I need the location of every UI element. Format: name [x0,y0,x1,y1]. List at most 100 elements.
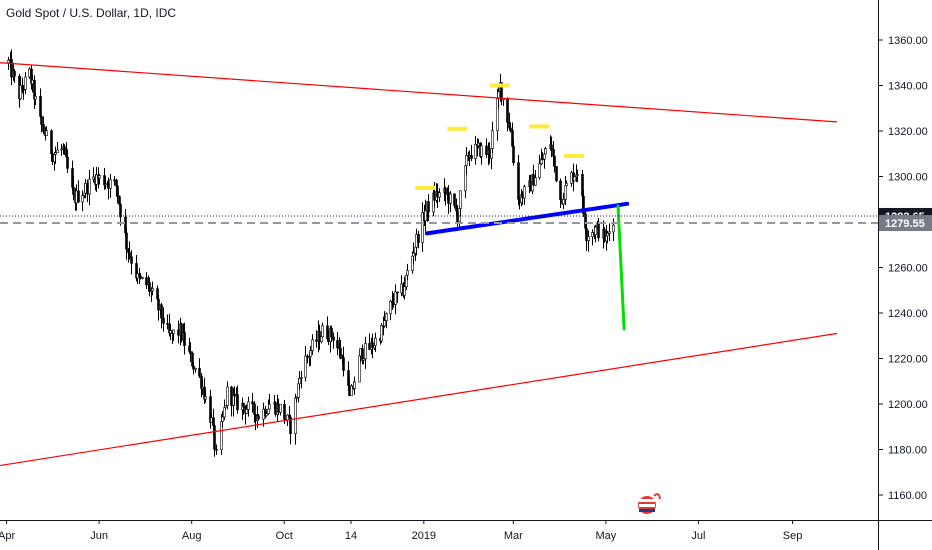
candle-body [194,368,197,370]
y-tick-label: 1300.00 [888,172,928,184]
candle-body [517,162,520,200]
candle-body [603,229,606,242]
candle-body [7,59,10,64]
candle-body [459,190,462,209]
candle-body [183,332,186,347]
candle-body [564,185,567,200]
x-tick-label: Mar [504,530,523,542]
y-tick-label: 1240.00 [888,308,928,320]
candle-body [66,156,69,169]
candle-body [24,76,27,90]
candle-body [612,224,615,233]
candle-body [19,85,22,100]
plot-background [0,0,878,520]
candle-body [169,330,172,334]
candle-body [453,193,456,206]
y-tick-label: 1180.00 [888,445,927,457]
candle-body [555,166,558,182]
y-tick-label: 1360.00 [888,35,928,47]
candle-body [210,417,213,423]
x-axis[interactable]: Apr Jun Aug Oct 14 2019 Mar May Jul Sep [0,520,802,542]
candle-body [189,351,192,354]
candle-body [86,183,89,195]
candle-body [98,175,101,179]
candle-body [166,323,169,325]
candle-body [353,381,356,389]
candle-body [230,386,233,406]
y-axis[interactable]: 1160.00 1180.00 1200.00 1220.00 1240.00 1260.… [878,35,928,502]
x-tick-label: Jul [691,530,705,542]
candle-body [245,409,248,414]
candle-body [141,277,144,279]
x-tick-label: 2019 [412,530,436,542]
candle-body [587,236,590,241]
x-tick-label: 14 [345,530,357,542]
candle-body [157,298,160,311]
candle-body [298,378,301,385]
candle-body [438,192,441,198]
candle-body [213,425,216,450]
candle-body [406,270,409,276]
candle-body [380,325,383,342]
x-tick-label: Oct [276,530,293,542]
candle-body [470,155,473,159]
candle-body [552,149,555,157]
candle-body [538,163,541,179]
candle-body [500,82,503,101]
candle-body [109,179,112,189]
candle-body [75,190,78,204]
candle-body [279,403,282,413]
x-tick-label: Sep [783,530,803,542]
candle-body [201,386,204,389]
drawings[interactable] [0,62,838,467]
candle-body [573,176,576,182]
candle-body [374,337,377,346]
chart-title: Gold Spot / U.S. Dollar, 1D, IDC [6,6,177,20]
candle-body [444,188,447,195]
candle-body [253,403,256,415]
candle-body [119,203,122,218]
tradingview-logo [636,493,661,516]
candles [7,49,615,457]
candle-body [336,340,339,349]
candle-body [421,212,424,243]
candle-body [40,116,43,125]
candle-body [60,148,63,151]
candle-body [204,396,207,400]
candle-body [50,130,53,155]
y-tick-label: 1320.00 [888,126,928,138]
candle-body [251,401,254,405]
candle-body [608,231,611,234]
candle-body [339,347,342,359]
candle-body [332,336,335,341]
candle-body [242,402,245,408]
candle-body [562,199,565,205]
candle-body [236,394,239,411]
candle-body [383,320,386,327]
candle-body [148,282,151,292]
candle-body [474,144,477,159]
candle-body [160,304,163,319]
candle-body [13,70,16,77]
candle-body [257,415,260,420]
candle-body [311,339,314,351]
candle-body [597,222,600,239]
candle-body [92,176,95,180]
price-lines [0,215,878,225]
candle-body [321,325,324,338]
candle-body [233,393,236,397]
candle-body [300,377,303,379]
candle-body [104,183,107,186]
candle-body [304,355,307,378]
y-tick-label: 1200.00 [888,399,928,411]
candle-body [385,313,388,321]
candle-body [151,288,154,292]
candle-body [362,358,365,361]
x-tick-label: Apr [0,530,15,542]
candle-body [128,252,131,258]
lower-trendline [0,332,838,467]
candle-body [449,193,452,204]
candle-body [309,350,312,357]
candle-body [139,275,142,279]
